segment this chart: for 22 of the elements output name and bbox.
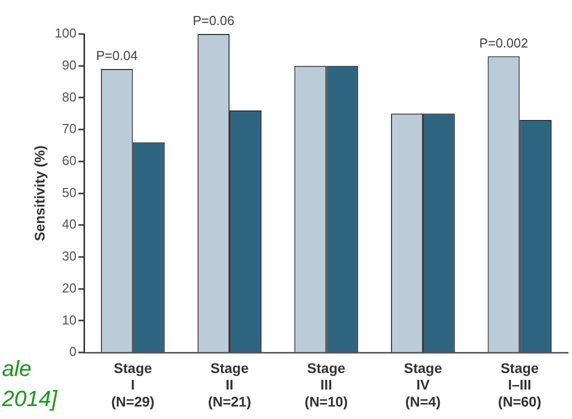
y-tick-label: 20 [62,280,76,296]
y-tick-label: 40 [62,216,76,232]
y-tick-label: 100 [54,26,76,41]
text: 2014] [2,386,58,412]
y-tick-label: 50 [62,184,76,200]
annotation: P=0.06 [192,13,234,28]
y-tick-label: 0 [69,344,76,360]
y-tick-label: 70 [62,121,76,136]
y-tick-label: 10 [62,312,76,328]
y-tick-label: 90 [62,57,76,72]
x-tick-label: Stage I (N=29) [111,360,154,410]
x-tick-label: Stage I–III (N=60) [498,360,542,410]
annotation: P=0.04 [96,48,138,64]
y-tick-label: 80 [62,89,76,104]
text: ale [2,356,32,382]
y-tick-label: 60 [62,153,76,168]
x-tick-label: Stage III (N=10) [304,360,348,410]
x-tick-label: Stage IV (N=4) [404,360,442,410]
y-axis-title: Sensitivity (%) [31,145,48,242]
y-tick-label: 30 [62,248,76,264]
x-tick-label: Stage II (N=21) [208,360,252,410]
annotation: P=0.002 [479,35,528,50]
